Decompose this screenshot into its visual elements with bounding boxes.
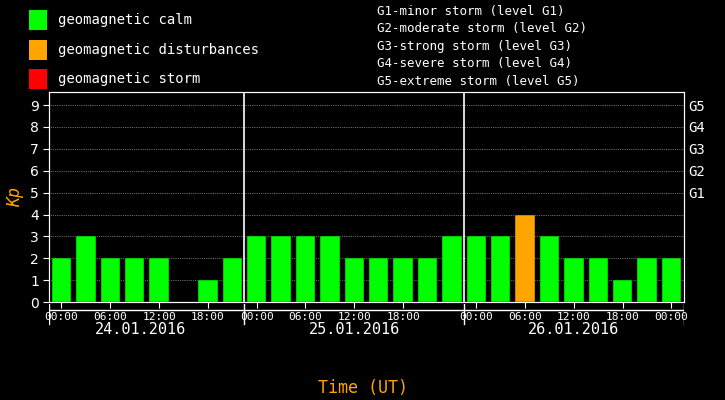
Text: geomagnetic disturbances: geomagnetic disturbances [58,43,259,57]
Bar [51,258,71,302]
Bar [613,280,632,302]
Bar [198,280,218,302]
Bar [589,258,608,302]
Bar [344,258,364,302]
Bar [491,236,510,302]
Text: 24.01.2016: 24.01.2016 [95,322,186,338]
Text: G1-minor storm (level G1): G1-minor storm (level G1) [377,5,565,18]
Bar [320,236,339,302]
Bar [637,258,657,302]
Bar [418,258,437,302]
Bar [271,236,291,302]
Text: geomagnetic storm: geomagnetic storm [58,72,200,86]
Text: G4-severe storm (level G4): G4-severe storm (level G4) [377,57,572,70]
Bar [247,236,267,302]
Text: G2-moderate storm (level G2): G2-moderate storm (level G2) [377,22,587,35]
Text: geomagnetic calm: geomagnetic calm [58,13,192,27]
Bar [466,236,486,302]
Bar [101,258,120,302]
Bar [539,236,559,302]
Bar [29,69,47,89]
Y-axis label: Kp: Kp [7,187,25,207]
Bar [76,236,96,302]
Text: Time (UT): Time (UT) [318,379,407,397]
Bar [223,258,242,302]
Text: 25.01.2016: 25.01.2016 [309,322,400,338]
Text: 26.01.2016: 26.01.2016 [529,322,619,338]
Bar [125,258,144,302]
Text: G5-extreme storm (level G5): G5-extreme storm (level G5) [377,74,579,88]
Bar [149,258,169,302]
Bar [296,236,315,302]
Bar [29,10,47,30]
Bar [29,40,47,60]
Bar [442,236,462,302]
Bar [662,258,682,302]
Text: G3-strong storm (level G3): G3-strong storm (level G3) [377,40,572,52]
Bar [394,258,413,302]
Bar [515,214,535,302]
Bar [564,258,584,302]
Bar [369,258,389,302]
